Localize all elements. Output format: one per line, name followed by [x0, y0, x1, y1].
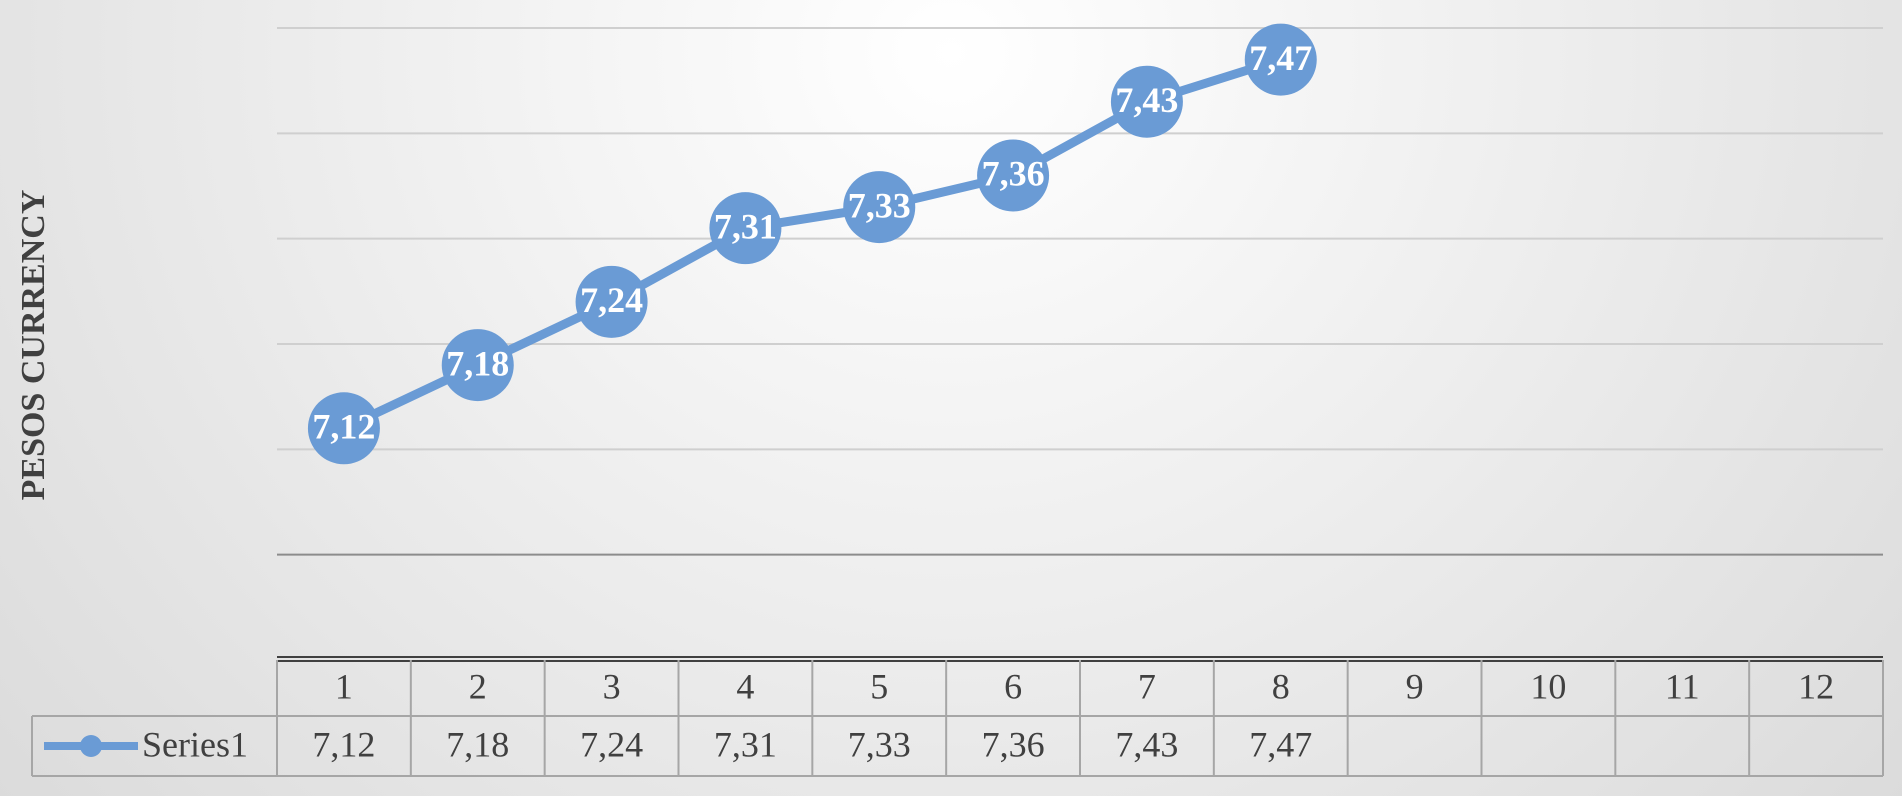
data-label: 7,18 — [446, 343, 509, 383]
x-tick-label: 1 — [335, 666, 353, 706]
marker — [1110, 65, 1183, 138]
data-label: 7,12 — [312, 407, 375, 447]
marker — [1244, 23, 1317, 96]
x-tick-label: 8 — [1272, 666, 1290, 706]
x-tick-label: 9 — [1406, 666, 1424, 706]
x-tick-label: 11 — [1665, 666, 1700, 706]
marker — [843, 171, 916, 244]
data-label: 7,24 — [580, 280, 643, 320]
data-label: 7,43 — [1115, 80, 1178, 120]
legend-label: Series1 — [142, 724, 248, 764]
table-value: 7,12 — [312, 724, 375, 764]
marker — [307, 392, 380, 465]
x-tick-label: 6 — [1004, 666, 1022, 706]
table-value: 7,31 — [714, 724, 777, 764]
table-value: 7,36 — [982, 724, 1045, 764]
table-value: 7,24 — [580, 724, 643, 764]
data-label: 7,33 — [848, 185, 911, 225]
x-tick-label: 5 — [870, 666, 888, 706]
marker — [441, 329, 514, 402]
legend-marker — [80, 735, 102, 757]
data-label: 7,36 — [982, 154, 1045, 194]
marker — [977, 139, 1050, 212]
table-value: 7,18 — [446, 724, 509, 764]
marker — [709, 192, 782, 265]
y-axis-title: PESOS CURRENCY — [15, 190, 52, 501]
data-label: 7,31 — [714, 206, 777, 246]
x-tick-label: 7 — [1138, 666, 1156, 706]
x-tick-label: 10 — [1530, 666, 1566, 706]
marker — [575, 265, 648, 338]
table-value: 7,47 — [1249, 724, 1312, 764]
x-tick-label: 3 — [603, 666, 621, 706]
x-tick-label: 2 — [469, 666, 487, 706]
data-label: 7,47 — [1249, 38, 1312, 78]
x-tick-label: 4 — [736, 666, 754, 706]
x-tick-label: 12 — [1798, 666, 1834, 706]
table-value: 7,43 — [1115, 724, 1178, 764]
table-value: 7,33 — [848, 724, 911, 764]
